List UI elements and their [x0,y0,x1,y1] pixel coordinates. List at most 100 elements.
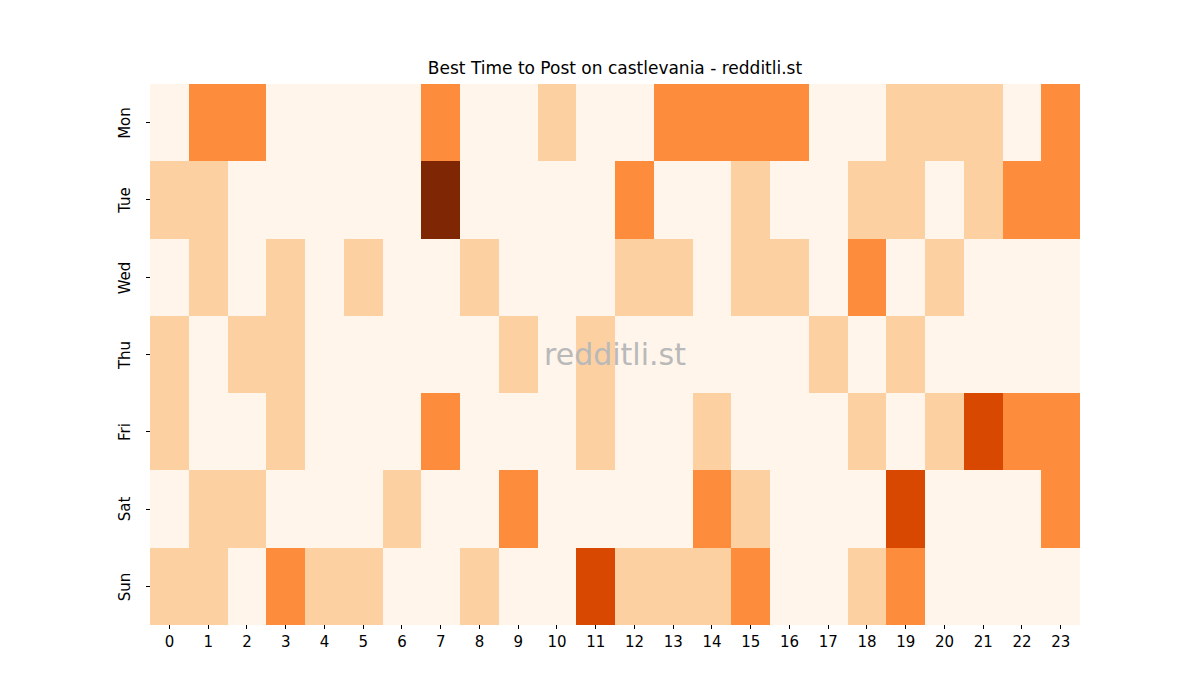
x-tick-label: 18 [848,633,887,651]
y-tick-label: Sat [112,470,138,548]
heatmap-cell [770,316,809,393]
x-tick-label: 11 [576,633,615,651]
x-tick-label: 10 [538,633,577,651]
heatmap-cell [654,239,693,316]
heatmap-cell [615,548,654,625]
heatmap-cell [964,239,1003,316]
x-tick-mark [595,625,596,629]
heatmap-cell [499,161,538,238]
heatmap-cell [731,239,770,316]
heatmap-cell [615,84,654,161]
x-tick-label: 17 [809,633,848,651]
heatmap-cell [693,239,732,316]
heatmap-cell [383,84,422,161]
heatmap-cell [1003,393,1042,470]
heatmap-cell [576,470,615,547]
heatmap-cell [848,161,887,238]
heatmap-cell [344,393,383,470]
heatmap-cell [189,239,228,316]
heatmap-cell [848,548,887,625]
heatmap-cell [305,239,344,316]
heatmap-cell [925,548,964,625]
heatmap-cell [654,84,693,161]
heatmap-cell [654,470,693,547]
heatmap-cell [499,548,538,625]
heatmap-cell [460,548,499,625]
x-tick-mark [440,625,441,629]
heatmap-cell [383,239,422,316]
x-tick-label: 22 [1003,633,1042,651]
heatmap-cell [421,84,460,161]
heatmap-cell [150,393,189,470]
x-tick-label: 21 [964,633,1003,651]
heatmap-cell [305,84,344,161]
heatmap-cell [964,548,1003,625]
heatmap-cell [344,239,383,316]
heatmap-cell [1003,548,1042,625]
x-tick-mark [828,625,829,629]
heatmap-cell [344,316,383,393]
heatmap-cell [576,239,615,316]
heatmap-cell [654,161,693,238]
heatmap-cell [266,393,305,470]
heatmap-cell [150,316,189,393]
heatmap-cell [150,161,189,238]
heatmap-cell [150,548,189,625]
heatmap-cell [615,316,654,393]
x-tick-label: 0 [150,633,189,651]
heatmap-cell [266,84,305,161]
heatmap-cell [266,548,305,625]
y-tick-mark [146,122,150,123]
heatmap-cell [499,316,538,393]
heatmap-cell [964,316,1003,393]
heatmap-cell [266,161,305,238]
heatmap-cell [925,316,964,393]
heatmap-cell [848,316,887,393]
x-tick-label: 1 [189,633,228,651]
heatmap-cell [1003,84,1042,161]
x-tick-label: 9 [499,633,538,651]
heatmap-cell [421,239,460,316]
heatmap-cell [460,161,499,238]
y-tick-label: Tue [112,161,138,239]
x-tick-mark [363,625,364,629]
heatmap-cell [693,548,732,625]
x-tick-mark [983,625,984,629]
heatmap-cell [731,393,770,470]
x-tick-mark [324,625,325,629]
heatmap-cell [809,239,848,316]
heatmap-cell [654,316,693,393]
x-tick-mark [208,625,209,629]
y-tick-label: Sun [112,548,138,626]
heatmap-cell [693,84,732,161]
heatmap-cell [421,161,460,238]
heatmap-cell [925,470,964,547]
x-tick-mark [905,625,906,629]
heatmap-cell [615,470,654,547]
heatmap-cell [615,393,654,470]
x-tick-label: 7 [421,633,460,651]
heatmap-plot: redditli.st [150,84,1080,625]
heatmap-cell [576,316,615,393]
heatmap-cell [305,393,344,470]
heatmap-cell [189,470,228,547]
heatmap-cell [886,393,925,470]
heatmap-cell [538,316,577,393]
heatmap-cell [305,161,344,238]
x-tick-label: 23 [1041,633,1080,651]
heatmap-cell [925,161,964,238]
heatmap-cell [499,84,538,161]
heatmap-cell [344,84,383,161]
heatmap-cell [538,239,577,316]
x-tick-label: 12 [615,633,654,651]
x-tick-mark [789,625,790,629]
x-tick-label: 14 [693,633,732,651]
heatmap-cell [693,470,732,547]
heatmap-cell [925,239,964,316]
x-tick-label: 4 [305,633,344,651]
heatmap-cell [809,548,848,625]
heatmap-cell [654,548,693,625]
heatmap-cell [266,316,305,393]
heatmap-cell [964,470,1003,547]
heatmap-cell [576,161,615,238]
